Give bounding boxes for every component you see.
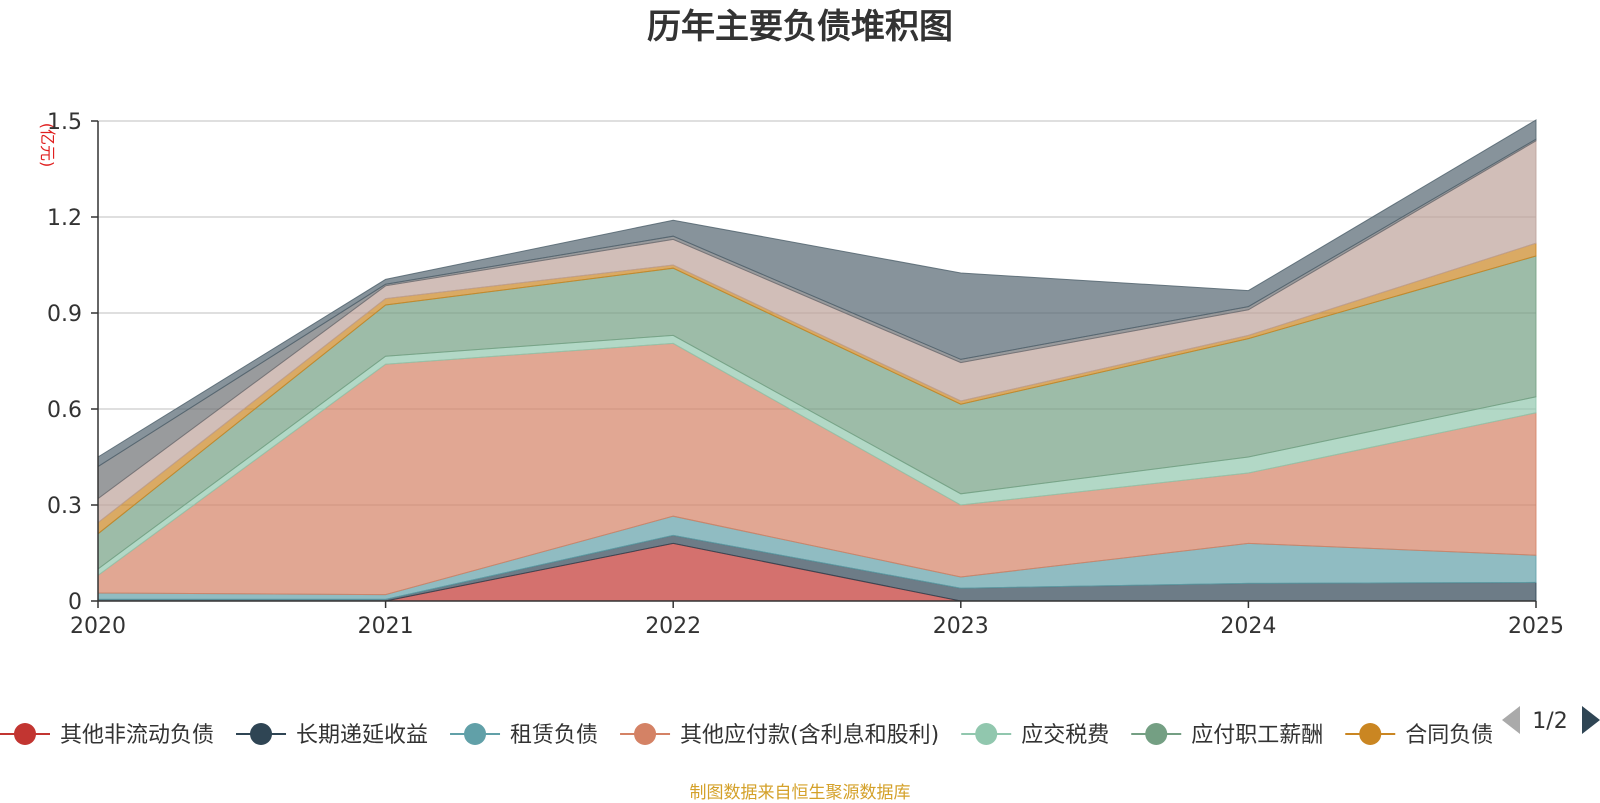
x-tick-label-4: 2024 xyxy=(1220,614,1276,639)
legend-marker-1 xyxy=(250,723,273,745)
area-series-9 xyxy=(97,119,1537,468)
legend-page-indicator: 1/2 xyxy=(1532,709,1567,734)
y-tick-label-1: 0.3 xyxy=(47,494,82,519)
x-tick-label-5: 2025 xyxy=(1508,614,1564,639)
axes xyxy=(91,120,1537,608)
legend-item-1[interactable]: 长期递延收益 xyxy=(236,723,428,748)
legend-item-0[interactable]: 其他非流动负债 xyxy=(0,723,214,748)
y-tick-label-2: 0.6 xyxy=(47,398,82,423)
legend-item-3[interactable]: 其他应付款(含利息和股利) xyxy=(620,723,939,748)
legend-pager: 1/2 xyxy=(1502,706,1600,734)
y-axis-unit: (亿元) xyxy=(38,123,57,168)
x-tick-label-3: 2023 xyxy=(933,614,989,639)
legend-marker-5 xyxy=(1145,723,1168,745)
x-tick-label-1: 2021 xyxy=(358,614,414,639)
y-tick-label-0: 0 xyxy=(68,590,82,615)
area-series xyxy=(97,119,1537,602)
legend-marker-3 xyxy=(634,723,657,745)
legend-label-1: 长期递延收益 xyxy=(296,723,428,748)
legend-next-icon[interactable] xyxy=(1582,706,1600,734)
x-tick-label-0: 2020 xyxy=(70,614,126,639)
legend-label-4: 应交税费 xyxy=(1021,723,1109,748)
x-tick-label-2: 2022 xyxy=(645,614,701,639)
legend-item-5[interactable]: 应付职工薪酬 xyxy=(1131,723,1323,748)
y-tick-label-3: 0.9 xyxy=(47,302,82,327)
y-tick-label-5: 1.5 xyxy=(47,110,82,135)
legend-item-6[interactable]: 合同负债 xyxy=(1345,723,1493,748)
legend-marker-2 xyxy=(464,723,487,745)
y-tick-label-4: 1.2 xyxy=(47,206,82,231)
legend-marker-6 xyxy=(1359,723,1382,745)
legend[interactable]: 其他非流动负债 长期递延收益 租赁负债 其他应付款(含利息和股利) 应交税费 应付职工薪酬… xyxy=(0,723,1597,748)
legend-label-3: 其他应付款(含利息和股利) xyxy=(680,723,939,748)
legend-item-2[interactable]: 租赁负债 xyxy=(450,723,598,748)
legend-marker-4 xyxy=(975,723,998,745)
legend-label-6: 合同负债 xyxy=(1405,723,1493,748)
legend-label-5: 应付职工薪酬 xyxy=(1191,723,1323,748)
legend-item-4[interactable]: 应交税费 xyxy=(961,723,1109,748)
source-note: 制图数据来自恒生聚源数据库 xyxy=(689,783,911,803)
legend-label-0: 其他非流动负债 xyxy=(60,723,214,748)
legend-label-2: 租赁负债 xyxy=(510,723,598,748)
legend-prev-icon[interactable] xyxy=(1502,706,1520,734)
x-tick-labels: 2020 2021 2022 2023 2024 2025 xyxy=(70,614,1564,639)
legend-marker-0 xyxy=(14,723,36,745)
y-tick-labels: 0 0.3 0.6 0.9 1.2 1.5 xyxy=(47,110,82,615)
chart-title: 历年主要负债堆积图 xyxy=(647,7,953,47)
